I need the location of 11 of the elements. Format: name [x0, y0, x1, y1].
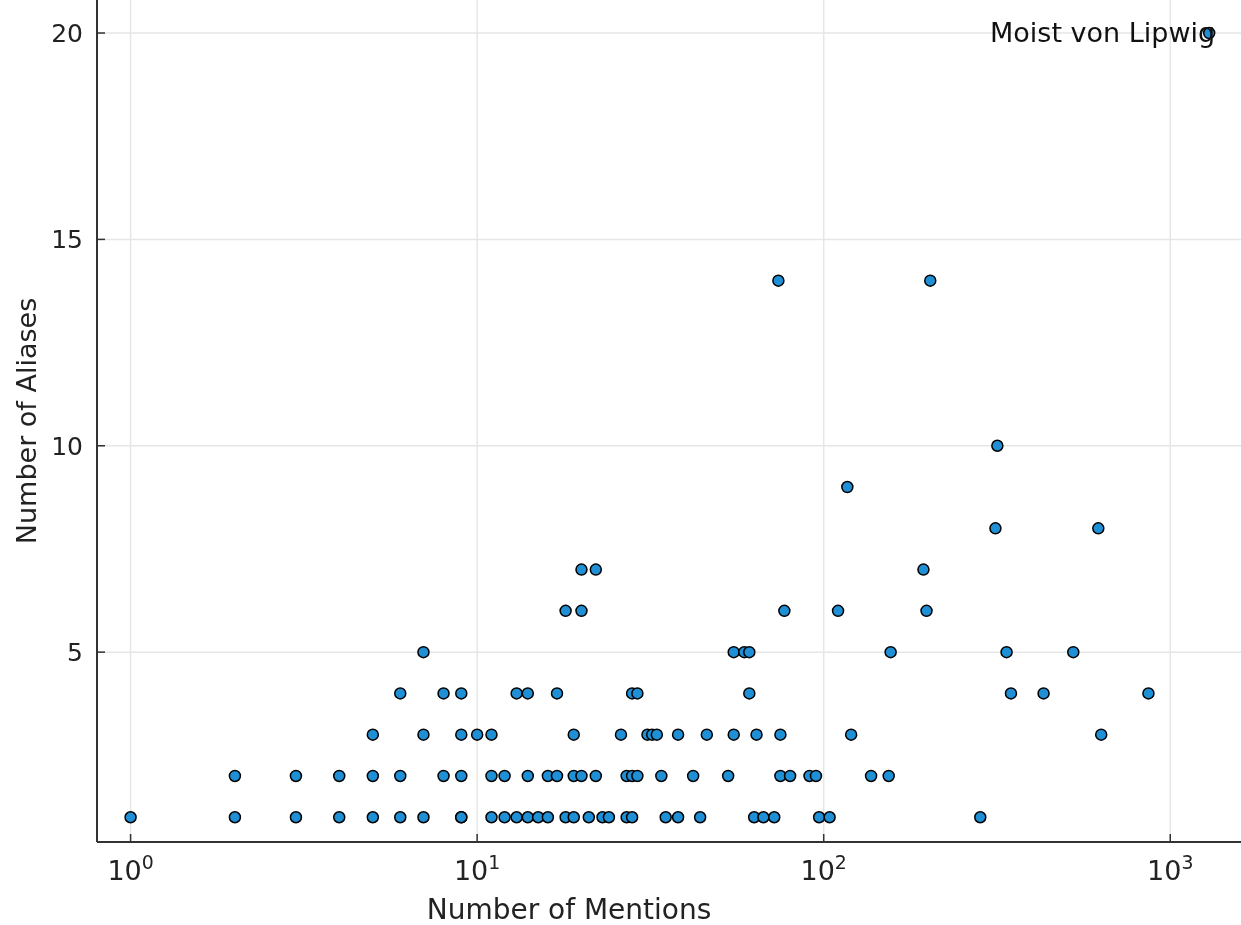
y-tick-label: 20	[51, 18, 83, 48]
y-tick-label: 5	[67, 637, 83, 667]
annotation: Moist von Lipwig	[990, 17, 1216, 49]
x-tick-label: 10$^{1}$	[453, 851, 501, 886]
x-tick-label: 10$^{3}$	[1147, 851, 1194, 886]
y-tick-label: 15	[51, 225, 83, 255]
x-tick-label: 10$^{2}$	[800, 851, 847, 886]
x-tick-label: 10$^{0}$	[107, 851, 154, 886]
y-tick-label: 10	[51, 431, 83, 461]
x-axis-title: Number of Mentions	[426, 893, 712, 925]
y-axis-title: Number of Aliases	[11, 297, 42, 545]
